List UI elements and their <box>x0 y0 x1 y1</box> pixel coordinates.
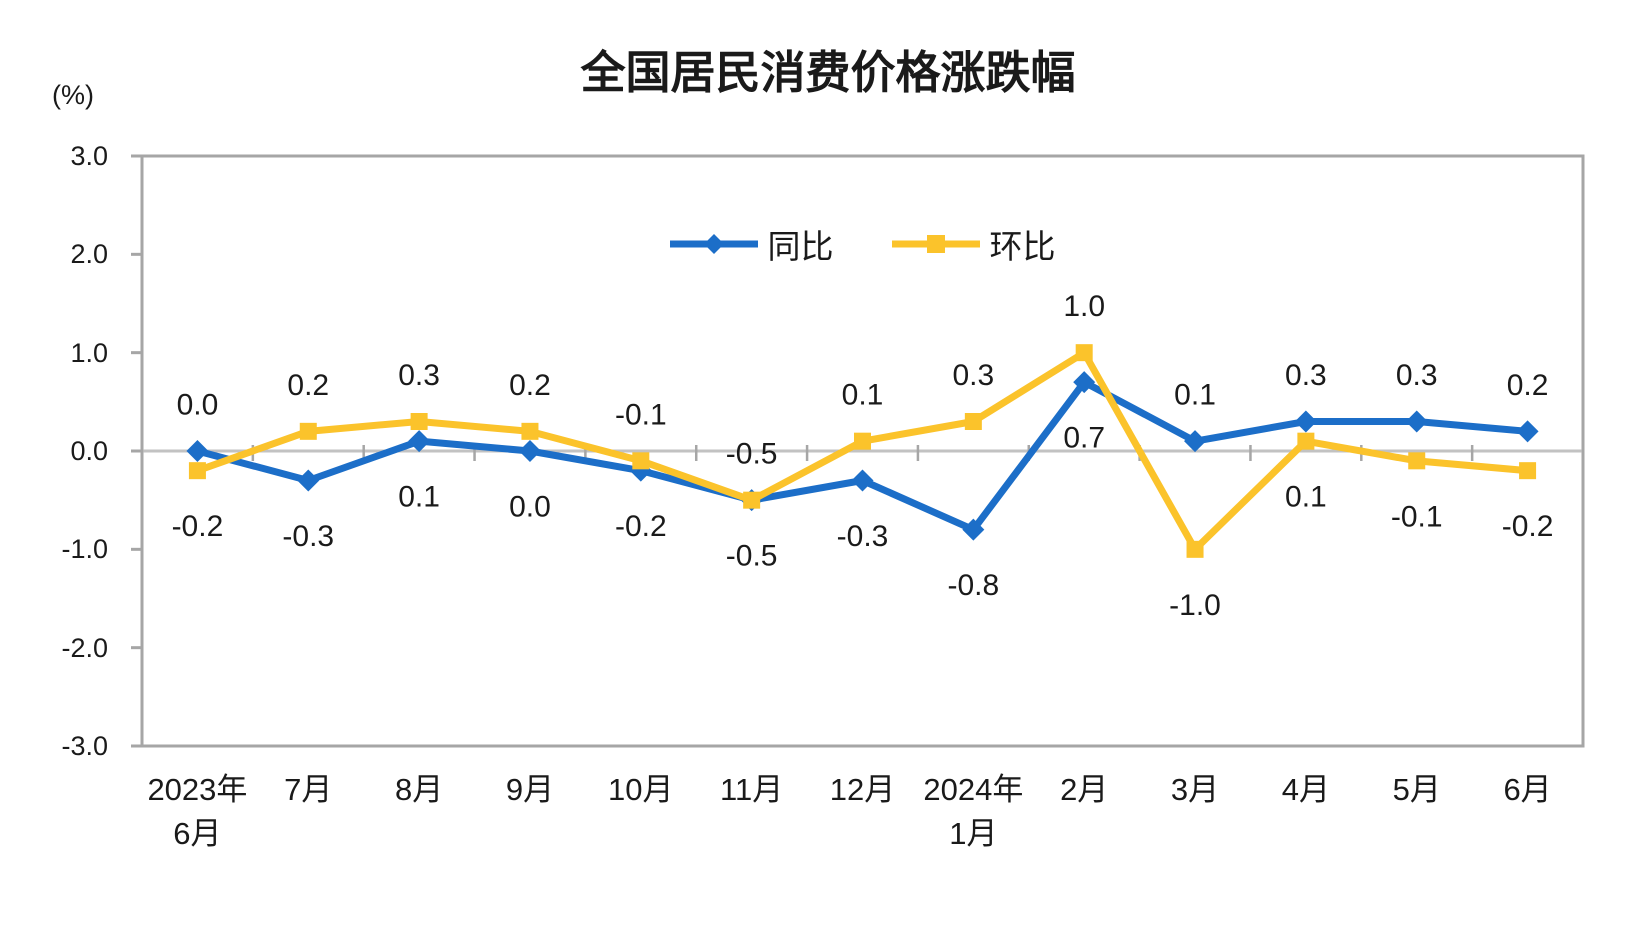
data-point-label: 0.3 <box>1285 359 1327 392</box>
data-point-diamond-marker <box>962 518 985 541</box>
y-axis-tick-label: 0.0 <box>70 436 108 466</box>
data-point-square-marker <box>1186 540 1204 558</box>
data-point-label: -0.5 <box>726 540 778 573</box>
x-axis-category-label-line: 10月 <box>608 772 674 807</box>
data-point-diamond-marker <box>1516 420 1539 443</box>
data-point-diamond-marker <box>851 469 874 492</box>
x-axis-category-label-line: 2024年 <box>923 772 1024 807</box>
data-point-diamond-marker <box>186 440 209 462</box>
legend: 同比 环比 <box>142 220 1583 268</box>
legend-item-环比: 环比 <box>891 220 1056 268</box>
data-point-diamond-marker <box>1073 371 1096 394</box>
x-axis-category-label-line: 1月 <box>949 816 998 851</box>
x-axis-category-label-line: 11月 <box>720 772 784 807</box>
y-axis-tick-label: 3.0 <box>70 141 108 171</box>
data-point-diamond-marker <box>1405 410 1428 433</box>
data-point-square-marker <box>632 452 650 470</box>
data-point-label: -0.8 <box>947 569 999 602</box>
data-point-square-marker <box>1408 452 1426 470</box>
x-axis-category-label: 8月 <box>395 768 443 812</box>
x-axis-category-label: 12月 <box>830 768 895 812</box>
data-point-square-marker <box>743 491 761 509</box>
data-point-label: -0.1 <box>615 398 667 431</box>
x-axis-category-label: 7月 <box>284 768 332 812</box>
data-point-square-marker <box>188 462 206 480</box>
chart-title: 全国居民消费价格涨跌幅 <box>580 47 1076 98</box>
data-point-diamond-marker <box>297 469 320 492</box>
legend-item-同比: 同比 <box>669 220 834 268</box>
data-point-label: -1.0 <box>1169 589 1221 622</box>
x-axis-category-label: 4月 <box>1282 768 1330 812</box>
data-point-label: -0.2 <box>172 510 224 543</box>
x-axis-category-label-line: 2月 <box>1060 772 1109 807</box>
x-axis-category-label-line: 4月 <box>1281 772 1330 807</box>
data-point-label: 0.1 <box>398 481 440 514</box>
y-axis-unit-label: (%) <box>52 80 94 110</box>
data-point-label: 0.2 <box>287 369 329 402</box>
x-axis-category-label: 5月 <box>1393 768 1441 812</box>
data-point-square-marker <box>964 413 982 430</box>
x-axis-category-label: 9月 <box>506 768 554 812</box>
data-point-label: 0.1 <box>1174 379 1216 412</box>
legend-label: 同比 <box>767 228 834 265</box>
data-point-label: 0.1 <box>1285 481 1327 514</box>
data-point-label: 0.0 <box>177 389 219 422</box>
data-point-label: 0.3 <box>398 359 440 392</box>
x-axis-category-label: 6月 <box>1503 768 1551 812</box>
legend-line-square-icon <box>891 235 980 253</box>
x-axis-category-label-line: 8月 <box>394 772 444 807</box>
data-point-label: 1.0 <box>1063 290 1105 323</box>
x-axis-category-label: 10月 <box>608 768 673 812</box>
data-point-label: -0.2 <box>615 510 667 543</box>
legend-label: 环比 <box>989 228 1056 265</box>
data-point-diamond-marker <box>408 430 431 453</box>
data-point-label: 0.2 <box>1507 369 1549 402</box>
x-axis-category-label-line: 12月 <box>829 772 896 807</box>
x-axis-category-label-line: 6月 <box>1503 772 1552 807</box>
data-point-label: 0.7 <box>1063 422 1105 455</box>
data-point-square-marker <box>299 422 317 440</box>
data-point-label: -0.5 <box>726 438 778 471</box>
data-point-square-marker <box>521 422 539 440</box>
x-axis-category-label: 3月 <box>1171 768 1219 812</box>
y-axis-tick-label: 1.0 <box>70 337 108 368</box>
data-point-square-marker <box>854 432 871 450</box>
x-axis-category-label: 11月 <box>720 768 783 812</box>
data-point-label: 0.3 <box>1396 359 1438 392</box>
data-point-label: 0.3 <box>952 359 994 392</box>
data-point-diamond-marker <box>1184 430 1207 453</box>
data-point-label: -0.2 <box>1502 510 1554 543</box>
y-axis-tick-label: -2.0 <box>61 632 108 663</box>
y-axis-tick-label: -1.0 <box>61 534 108 565</box>
data-point-diamond-marker <box>1294 410 1317 433</box>
data-point-label: 0.0 <box>509 491 551 524</box>
x-axis-category-label: 2024年 1月 <box>923 768 1023 856</box>
x-axis-category-label-line: 7月 <box>284 772 333 807</box>
data-point-label: -0.3 <box>282 520 334 553</box>
x-axis-category-label-line: 2023年 <box>147 772 248 807</box>
x-axis-category-label-line: 6月 <box>173 816 222 851</box>
data-point-square-marker <box>1297 432 1315 450</box>
x-axis-category-label: 2月 <box>1060 768 1108 812</box>
x-axis-category-label: 2023年 6月 <box>147 768 247 856</box>
data-point-square-marker <box>1519 462 1537 480</box>
data-point-square-marker <box>410 413 428 430</box>
data-point-label: -0.3 <box>837 520 889 553</box>
data-point-label: -0.1 <box>1391 500 1443 533</box>
data-point-label: 0.1 <box>842 379 884 412</box>
data-point-label: 0.2 <box>509 369 551 402</box>
x-axis-category-label-line: 3月 <box>1170 772 1220 807</box>
data-point-diamond-marker <box>518 440 541 462</box>
y-axis-tick-label: 2.0 <box>70 239 108 270</box>
legend-line-diamond-icon <box>669 234 758 254</box>
x-axis-category-label-line: 9月 <box>505 772 555 807</box>
data-point-square-marker <box>1075 344 1093 362</box>
x-axis-category-label-line: 5月 <box>1392 772 1441 807</box>
y-axis-tick-label: -3.0 <box>61 731 108 761</box>
